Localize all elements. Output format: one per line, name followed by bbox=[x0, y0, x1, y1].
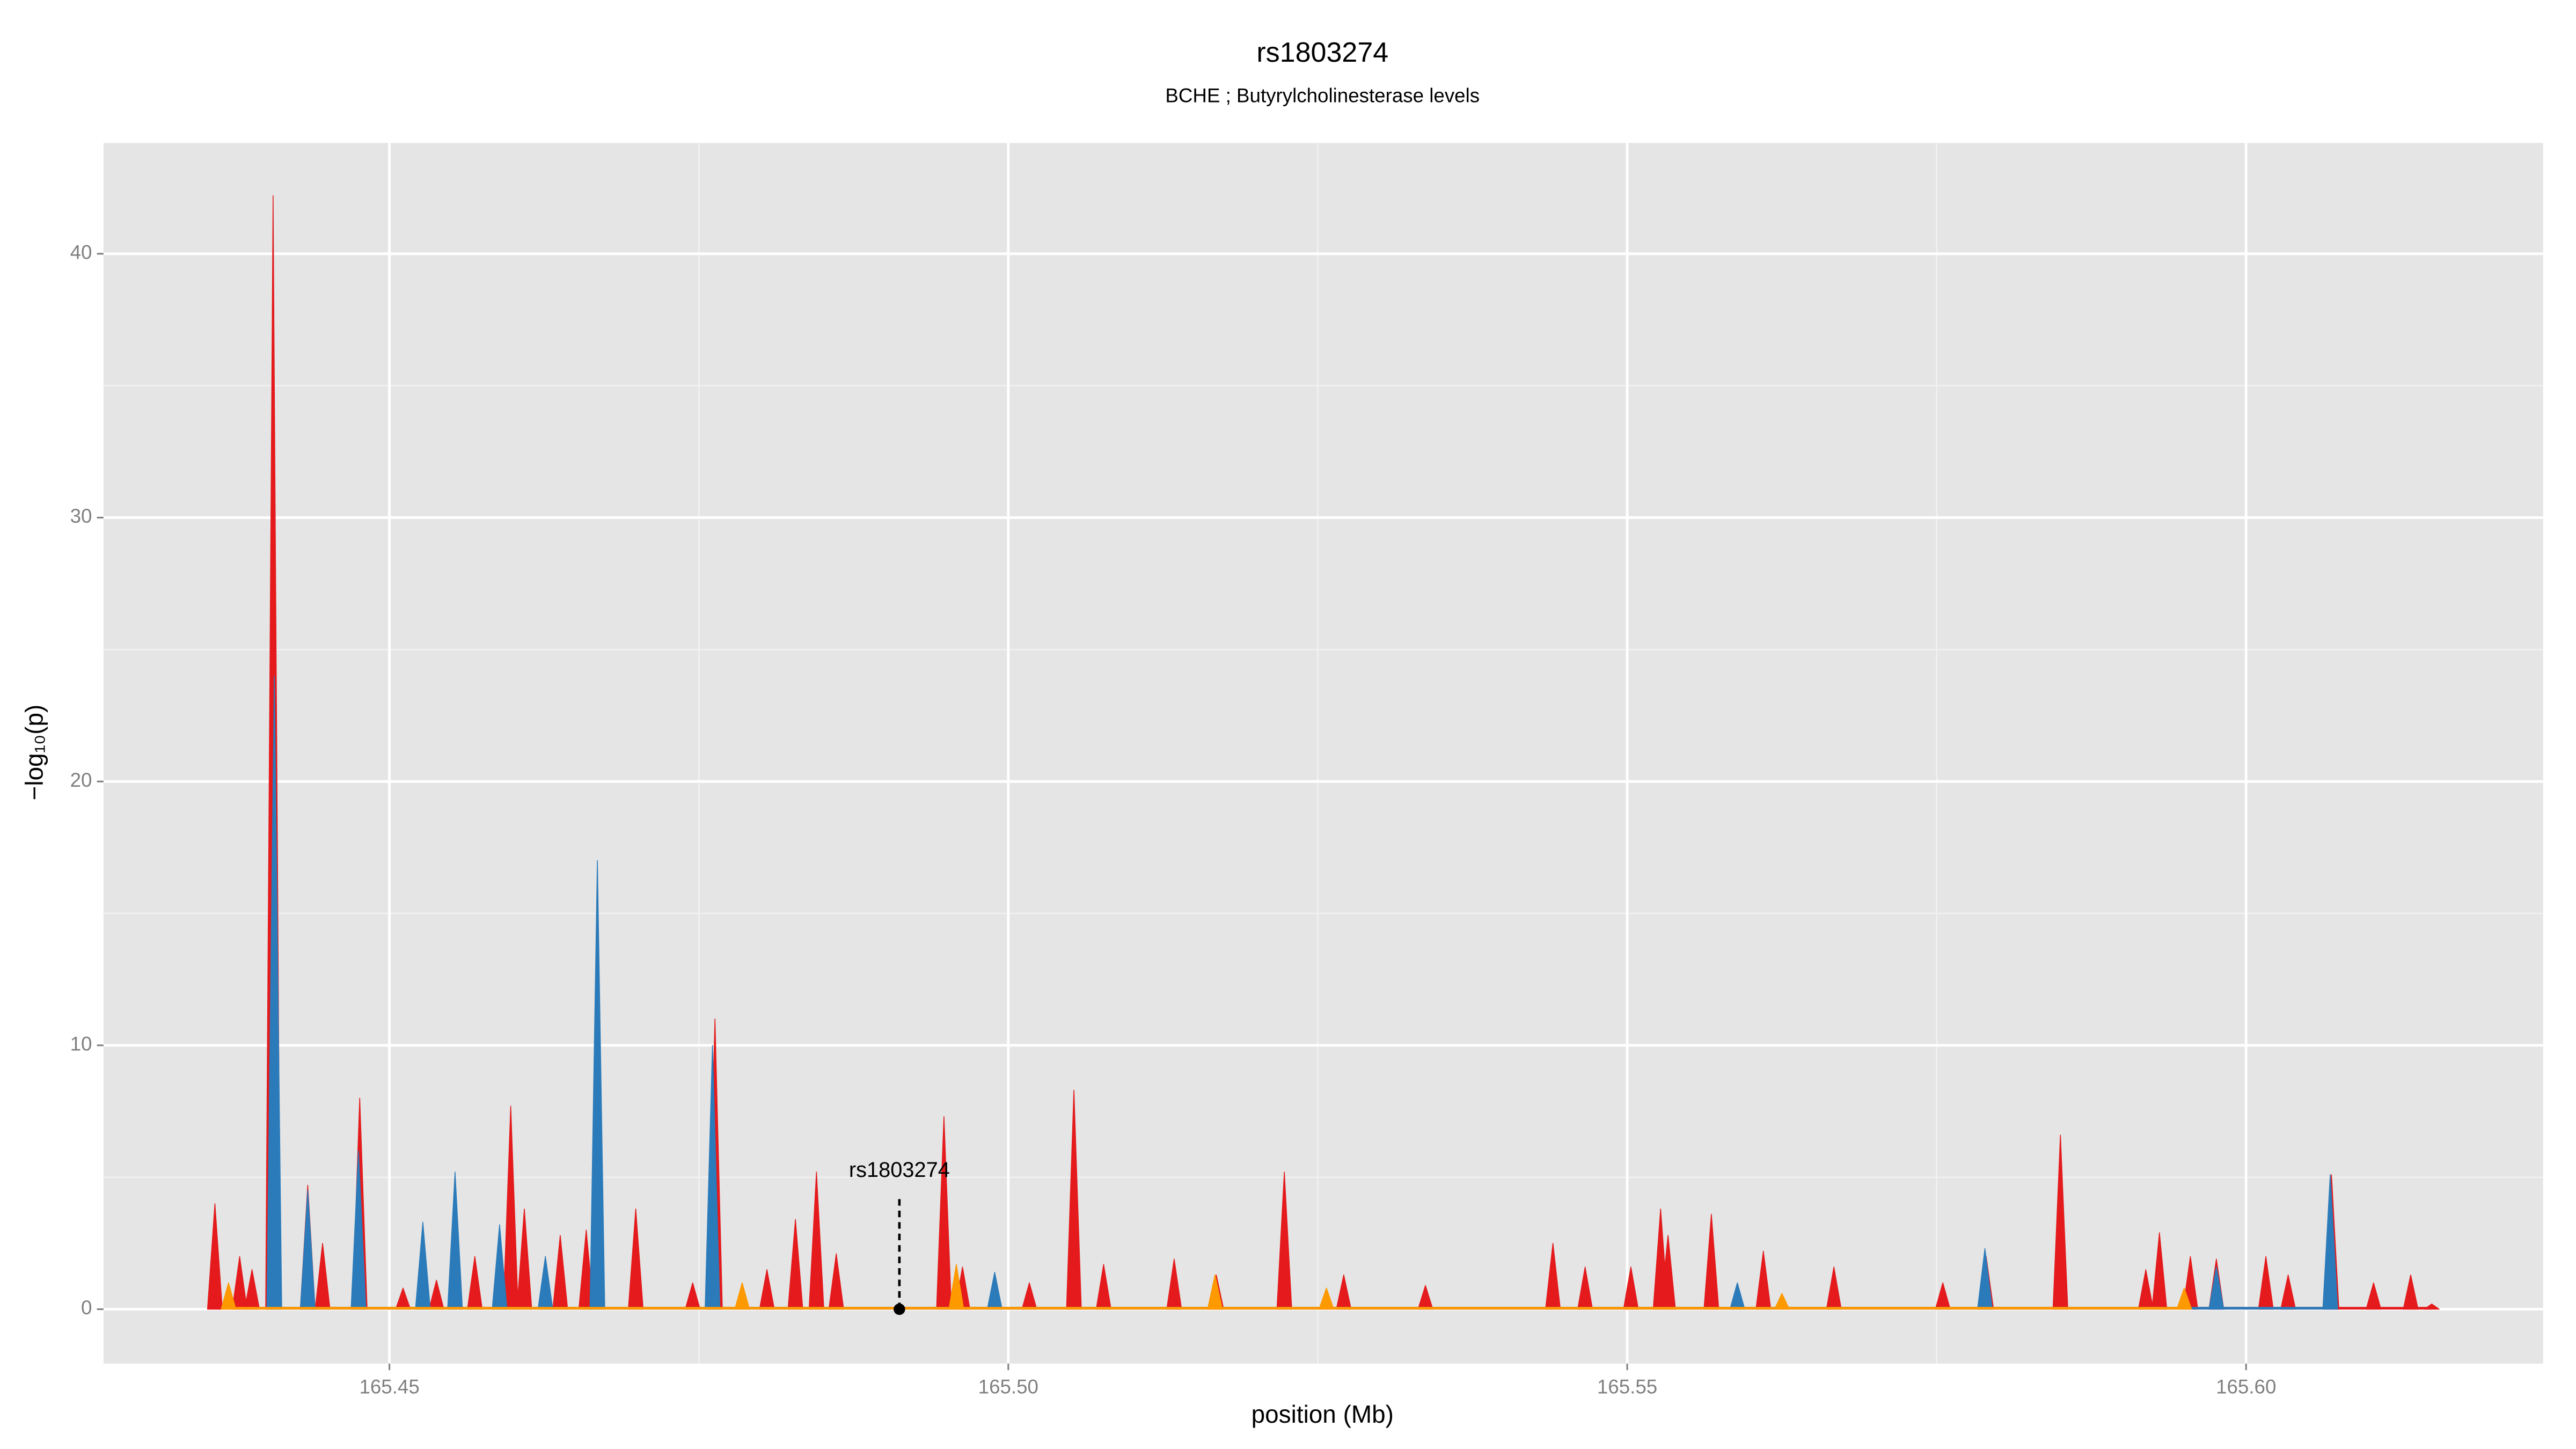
peak bbox=[2176, 1287, 2192, 1310]
peak bbox=[1774, 1293, 1790, 1310]
peak bbox=[1207, 1274, 1223, 1310]
peak bbox=[2366, 1282, 2382, 1310]
peak bbox=[207, 1203, 223, 1310]
y-tick-label: 20 bbox=[70, 769, 92, 791]
annotation-label: rs1803274 bbox=[849, 1158, 950, 1182]
y-tick-label: 10 bbox=[70, 1033, 92, 1055]
y-tick-label: 40 bbox=[70, 241, 92, 264]
annotation-point bbox=[894, 1303, 905, 1315]
y-axis-label: −log₁₀(p) bbox=[20, 705, 48, 801]
peak bbox=[2322, 1174, 2338, 1310]
x-tick-label: 165.55 bbox=[1597, 1375, 1657, 1397]
x-tick-label: 165.45 bbox=[359, 1375, 419, 1397]
x-tick-label: 165.50 bbox=[978, 1375, 1038, 1397]
y-tick-label: 30 bbox=[70, 505, 92, 527]
peak bbox=[948, 1264, 964, 1310]
x-axis-label: position (Mb) bbox=[1252, 1400, 1394, 1428]
x-tick-label: 165.60 bbox=[2216, 1375, 2276, 1397]
peak bbox=[2424, 1303, 2440, 1310]
chart-subtitle: BCHE ; Butyrylcholinesterase levels bbox=[1165, 84, 1480, 106]
plot-panel bbox=[103, 143, 2543, 1364]
chart-title: rs1803274 bbox=[1256, 37, 1388, 68]
y-tick-label: 0 bbox=[81, 1297, 92, 1319]
peak bbox=[221, 1282, 237, 1310]
peak bbox=[1319, 1287, 1335, 1310]
peak bbox=[2403, 1274, 2419, 1310]
peak bbox=[2208, 1267, 2224, 1310]
peak bbox=[734, 1282, 750, 1310]
